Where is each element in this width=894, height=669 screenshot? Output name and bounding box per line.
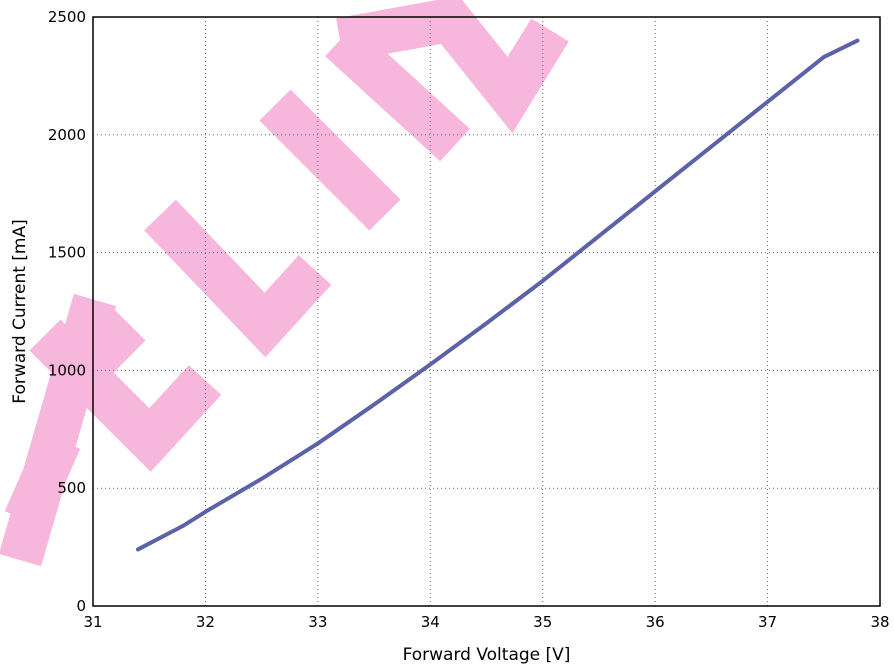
watermark-letter-m	[325, 0, 569, 162]
y-tick-label: 500	[57, 479, 86, 497]
watermark-letter-e	[29, 309, 222, 472]
watermark-letter-i	[259, 89, 401, 231]
x-tick-label: 31	[83, 613, 102, 631]
x-tick-label: 36	[646, 613, 665, 631]
x-tick-label: 33	[308, 613, 327, 631]
y-tick-labels: 0 500 1000 1500 2000 2500	[48, 8, 86, 615]
series-line-0	[135, 38, 860, 552]
y-tick-label: 2500	[48, 8, 86, 26]
series-layer	[135, 38, 860, 552]
x-tick-labels: 31 32 33 34 35 36 37 38	[83, 613, 889, 631]
x-tick-label: 38	[870, 613, 889, 631]
x-tick-label: 35	[533, 613, 552, 631]
x-tick-label: 34	[421, 613, 440, 631]
plot-frame	[92, 16, 881, 607]
y-tick-label: 1000	[48, 361, 86, 379]
y-tick-label: 1500	[48, 244, 86, 262]
x-axis-label: Forward Voltage [V]	[403, 645, 571, 665]
y-tick-label: 2000	[48, 126, 86, 144]
x-tick-label: 32	[196, 613, 215, 631]
x-tick-label: 37	[758, 613, 777, 631]
watermark-letter-r-bowl	[4, 431, 81, 529]
watermark-letter-l	[144, 199, 332, 358]
y-axis-label: Forward Current [mA]	[10, 219, 30, 403]
y-tick-label: 0	[76, 597, 86, 615]
preliminary-watermark	[0, 0, 569, 567]
